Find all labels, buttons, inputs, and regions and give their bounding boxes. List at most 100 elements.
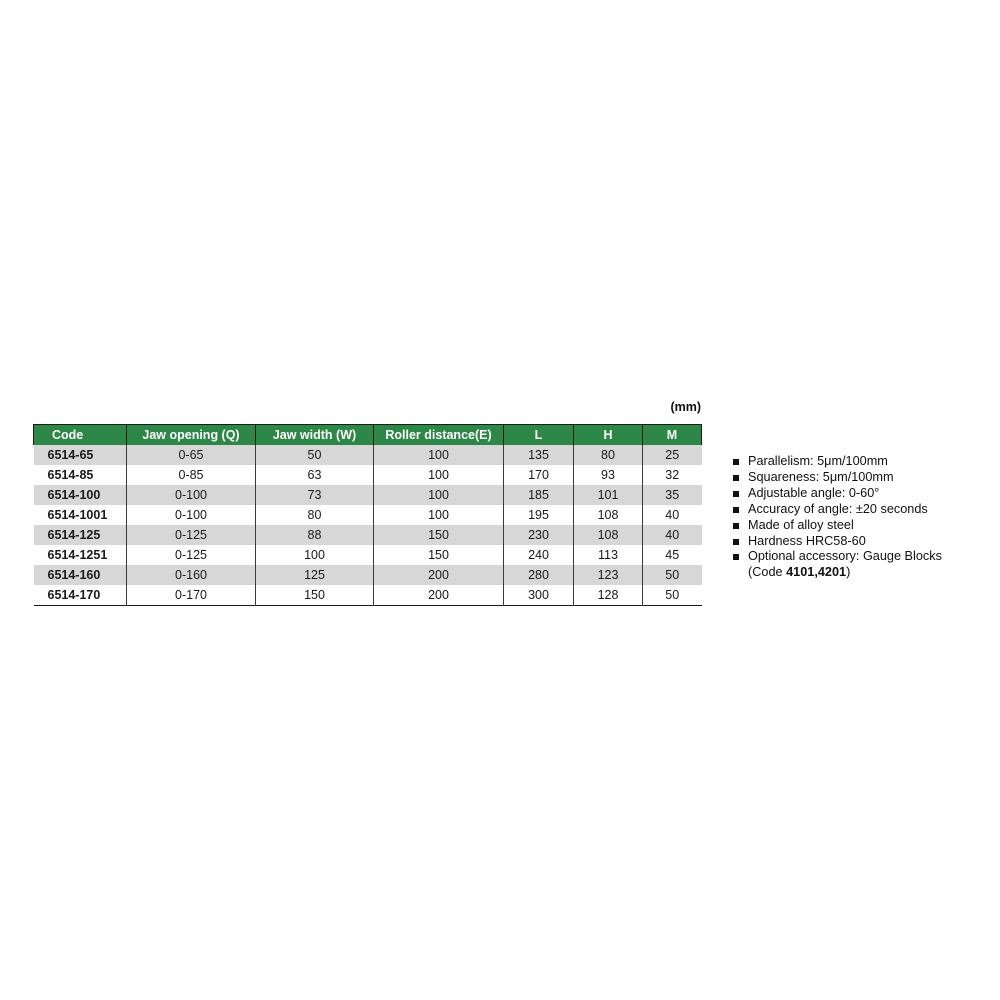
- cell-roller-distance: 100: [373, 445, 504, 465]
- cell-h: 101: [573, 485, 643, 505]
- cell-h: 93: [573, 465, 643, 485]
- column-header-roller-distance: Roller distance(E): [373, 424, 504, 445]
- cell-jaw-width: 125: [255, 565, 374, 585]
- spec-item: Hardness HRC58-60: [733, 534, 942, 550]
- cell-jaw-width: 150: [255, 585, 374, 606]
- cell-l: 135: [503, 445, 574, 465]
- bullet-square-icon: [733, 538, 739, 545]
- cell-l: 195: [503, 505, 574, 525]
- bullet-square-icon: [733, 554, 739, 561]
- cell-code: 6514-1001: [33, 505, 127, 525]
- cell-roller-distance: 100: [373, 505, 504, 525]
- spec-item-text: Hardness HRC58-60: [748, 533, 866, 548]
- table-row: 6514-1251 0-125 100 150 240 113 45: [33, 545, 702, 565]
- spec-item: Squareness: 5μm/100mm: [733, 470, 942, 486]
- cell-m: 32: [642, 465, 702, 485]
- cell-code: 6514-1251: [33, 545, 127, 565]
- bullet-square-icon: [733, 506, 739, 513]
- table-row: 6514-100 0-100 73 100 185 101 35: [33, 485, 702, 505]
- cell-h: 113: [573, 545, 643, 565]
- spec-item: Parallelism: 5μm/100mm: [733, 454, 942, 470]
- spec-item-text: Parallelism: 5μm/100mm: [748, 454, 888, 468]
- cell-code: 6514-65: [33, 445, 127, 465]
- cell-h: 80: [573, 445, 643, 465]
- spec-item-text: Made of alloy steel: [748, 517, 854, 532]
- cell-roller-distance: 150: [373, 545, 504, 565]
- cell-l: 240: [503, 545, 574, 565]
- table-row: 6514-170 0-170 150 200 300 128 50: [33, 585, 702, 606]
- bullet-square-icon: [733, 490, 739, 497]
- cell-h: 108: [573, 525, 643, 545]
- spec-bullet-list: Parallelism: 5μm/100mm Squareness: 5μm/1…: [733, 454, 942, 581]
- cell-roller-distance: 200: [373, 585, 504, 606]
- cell-code: 6514-170: [33, 585, 127, 606]
- cell-roller-distance: 100: [373, 465, 504, 485]
- column-header-m: M: [642, 424, 702, 445]
- bullet-square-icon: [733, 459, 739, 465]
- spec-item-text: Adjustable angle: 0-60°: [748, 485, 880, 500]
- bullet-square-icon: [733, 522, 739, 529]
- table-header-row: Code Jaw opening (Q) Jaw width (W) Rolle…: [33, 424, 702, 445]
- cell-roller-distance: 200: [373, 565, 504, 585]
- table-row: 6514-65 0-65 50 100 135 80 25: [33, 445, 702, 465]
- spec-item-text: Optional accessory: Gauge Blocks: [748, 549, 942, 564]
- unit-label: (mm): [670, 400, 701, 414]
- cell-code: 6514-160: [33, 565, 127, 585]
- cell-jaw-opening: 0-160: [126, 565, 256, 585]
- cell-l: 185: [503, 485, 574, 505]
- table-row: 6514-125 0-125 88 150 230 108 40: [33, 525, 702, 545]
- cell-jaw-width: 100: [255, 545, 374, 565]
- cell-code: 6514-125: [33, 525, 127, 545]
- cell-jaw-width: 80: [255, 505, 374, 525]
- cell-m: 45: [642, 545, 702, 565]
- cell-jaw-opening: 0-100: [126, 505, 256, 525]
- cell-l: 280: [503, 565, 574, 585]
- spec-item-code-suffix: ): [846, 565, 851, 580]
- cell-h: 123: [573, 565, 643, 585]
- cell-m: 40: [642, 505, 702, 525]
- cell-code: 6514-100: [33, 485, 127, 505]
- cell-jaw-opening: 0-125: [126, 545, 256, 565]
- cell-jaw-opening: 0-65: [126, 445, 256, 465]
- cell-h: 128: [573, 585, 643, 606]
- column-header-code: Code: [33, 424, 127, 445]
- spec-item-text: Accuracy of angle: ±20 seconds: [748, 501, 928, 516]
- cell-jaw-opening: 0-85: [126, 465, 256, 485]
- spec-item-continuation: (Code 4101,4201): [733, 565, 942, 581]
- spec-item: Optional accessory: Gauge Blocks: [733, 549, 942, 565]
- cell-m: 50: [642, 585, 702, 606]
- column-header-l: L: [503, 424, 574, 445]
- spec-item-code-prefix: (Code: [748, 565, 787, 580]
- cell-jaw-opening: 0-125: [126, 525, 256, 545]
- cell-m: 40: [642, 525, 702, 545]
- cell-h: 108: [573, 505, 643, 525]
- spec-item-code-bold: 4101,4201: [786, 565, 847, 580]
- table-row: 6514-160 0-160 125 200 280 123 50: [33, 565, 702, 585]
- cell-jaw-width: 50: [255, 445, 374, 465]
- column-header-h: H: [573, 424, 643, 445]
- bullet-square-icon: [733, 474, 739, 481]
- cell-roller-distance: 150: [373, 525, 504, 545]
- column-header-jaw-width: Jaw width (W): [255, 424, 374, 445]
- cell-m: 35: [642, 485, 702, 505]
- cell-l: 170: [503, 465, 574, 485]
- table-row: 6514-85 0-85 63 100 170 93 32: [33, 465, 702, 485]
- cell-jaw-width: 88: [255, 525, 374, 545]
- cell-jaw-width: 73: [255, 485, 374, 505]
- spec-table: Code Jaw opening (Q) Jaw width (W) Rolle…: [33, 424, 702, 606]
- cell-l: 300: [503, 585, 574, 606]
- table-row: 6514-1001 0-100 80 100 195 108 40: [33, 505, 702, 525]
- spec-item: Made of alloy steel: [733, 518, 942, 534]
- spec-item-text: Squareness: 5μm/100mm: [748, 469, 894, 484]
- column-header-jaw-opening: Jaw opening (Q): [126, 424, 256, 445]
- cell-jaw-opening: 0-100: [126, 485, 256, 505]
- spec-item: Adjustable angle: 0-60°: [733, 486, 942, 502]
- cell-m: 25: [642, 445, 702, 465]
- cell-roller-distance: 100: [373, 485, 504, 505]
- cell-jaw-opening: 0-170: [126, 585, 256, 606]
- spec-item: Accuracy of angle: ±20 seconds: [733, 502, 942, 518]
- cell-l: 230: [503, 525, 574, 545]
- cell-code: 6514-85: [33, 465, 127, 485]
- cell-m: 50: [642, 565, 702, 585]
- cell-jaw-width: 63: [255, 465, 374, 485]
